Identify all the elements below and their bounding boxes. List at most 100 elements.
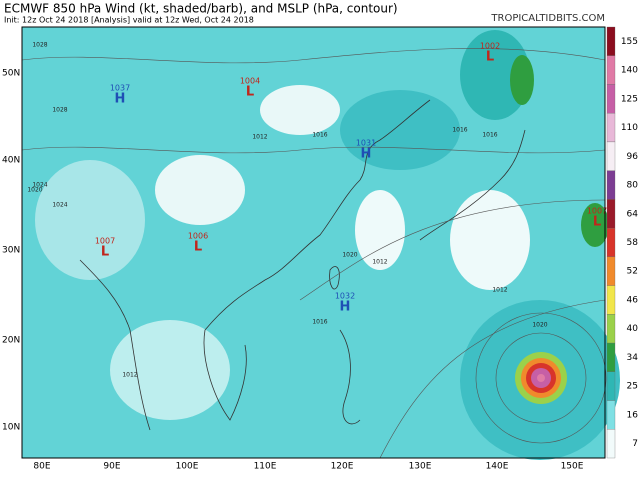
colorbar-swatch (606, 199, 616, 229)
colorbar-label: 34 (627, 353, 639, 363)
colorbar-label: 125 (621, 94, 638, 104)
colorbar-swatch (606, 84, 616, 114)
colorbar-swatch (606, 256, 616, 286)
contour-label: 1028 (52, 107, 67, 114)
colorbar-label: 80 (627, 181, 639, 191)
center-letter: L (194, 240, 202, 255)
colorbar-swatch (606, 170, 616, 200)
center-letter: H (361, 147, 372, 162)
latitude-labels: 50N 40N 30N 20N 10N (2, 69, 20, 433)
colorbar-swatch (606, 55, 616, 85)
colorbar-swatch (606, 285, 616, 315)
colorbar-label: 16 (627, 410, 639, 420)
longitude-label: 120E (331, 462, 354, 472)
coastline (204, 99, 431, 331)
contour-label: 1016 (312, 132, 327, 139)
center-value: 1032 (335, 292, 355, 301)
colorbar-label: 96 (627, 152, 639, 162)
wind-shading (35, 160, 145, 280)
colorbar-label: 64 (627, 209, 639, 219)
colorbar-label: 110 (621, 123, 638, 133)
coastline (203, 329, 247, 421)
colorbar-swatch (606, 429, 616, 459)
center-value: 1006 (188, 232, 208, 241)
colorbar: 155 140 125 110 96 80 64 58 52 46 40 34 25 16 7 (606, 26, 639, 459)
isobar (21, 146, 606, 154)
center-value: 1002 (480, 42, 500, 51)
latitude-label: 10N (2, 423, 20, 433)
colorbar-swatch (606, 26, 616, 56)
isobar (495, 332, 587, 424)
longitude-label: 90E (103, 462, 120, 472)
contour-label: 1012 (492, 287, 507, 294)
coastline (419, 129, 526, 241)
longitude-label: 80E (33, 462, 50, 472)
coastline (329, 266, 340, 290)
center-letter: H (115, 92, 126, 107)
isobar (299, 199, 606, 301)
colorbar-label: 58 (627, 238, 639, 248)
contour-label: 1020 (342, 252, 357, 259)
wind-shading (340, 90, 460, 170)
colorbar-swatch (606, 141, 616, 171)
colorbar-swatch (606, 227, 616, 258)
contour-label: 1024 (32, 182, 47, 189)
colorbar-label: 7 (632, 439, 638, 449)
wind-shading (510, 55, 534, 105)
longitude-labels: 80E 90E 100E 110E 120E 130E 140E 150E (33, 462, 583, 472)
wind-shading (155, 155, 245, 225)
isobar (21, 48, 606, 64)
center-value: 1007 (95, 237, 115, 246)
contour-label: 1012 (252, 134, 267, 141)
isobars (21, 48, 607, 459)
map-frame (21, 26, 606, 459)
contour-label: 1016 (452, 127, 467, 134)
center-value: 1007 (587, 207, 607, 216)
colorbar-label: 40 (627, 324, 639, 334)
longitude-label: 130E (409, 462, 432, 472)
wind-shading (355, 190, 405, 270)
colorbar-label: 46 (627, 295, 639, 305)
contour-label: 1012 (372, 259, 387, 266)
wind-shading (450, 190, 530, 290)
longitude-label: 150E (561, 462, 584, 472)
isobar (475, 312, 607, 444)
coastlines (79, 99, 526, 431)
typhoon (537, 374, 545, 382)
site: TROPICALTIDBITS.COM (490, 13, 605, 24)
longitude-label: 100E (176, 462, 199, 472)
subtitle: Init: 12z Oct 24 2018 [Analysis] valid a… (4, 16, 254, 25)
colorbar-label: 52 (627, 267, 638, 277)
contour-label: 1020 (532, 322, 547, 329)
center-letter: H (340, 300, 351, 315)
latitude-label: 50N (2, 69, 20, 79)
colorbar-label: 155 (621, 37, 638, 47)
wind-shading (460, 30, 530, 120)
center-letter: L (486, 50, 494, 65)
colorbar-swatch (606, 113, 616, 143)
center-letter: L (101, 245, 109, 260)
contour-label: 1012 (122, 372, 137, 379)
center-value: 1031 (356, 139, 376, 148)
title: ECMWF 850 hPa Wind (kt, shaded/barb), an… (4, 2, 398, 16)
contour-label: 1016 (482, 132, 497, 139)
center-value: 1037 (110, 84, 130, 93)
contour-label: 1020 (27, 187, 42, 194)
wind-shading (110, 320, 230, 420)
latitude-label: 40N (2, 156, 20, 166)
latitude-label: 30N (2, 246, 20, 256)
coastline (339, 329, 361, 425)
contour-label: 1024 (52, 202, 67, 209)
colorbar-swatch (606, 314, 616, 344)
wind-shading (260, 85, 340, 135)
longitude-label: 110E (254, 462, 277, 472)
contour-label: 1028 (32, 42, 47, 49)
colorbar-swatch (606, 371, 616, 401)
colorbar-label: 25 (627, 382, 638, 392)
longitude-label: 140E (486, 462, 509, 472)
coastline (79, 259, 151, 431)
center-value: 1004 (240, 77, 260, 86)
